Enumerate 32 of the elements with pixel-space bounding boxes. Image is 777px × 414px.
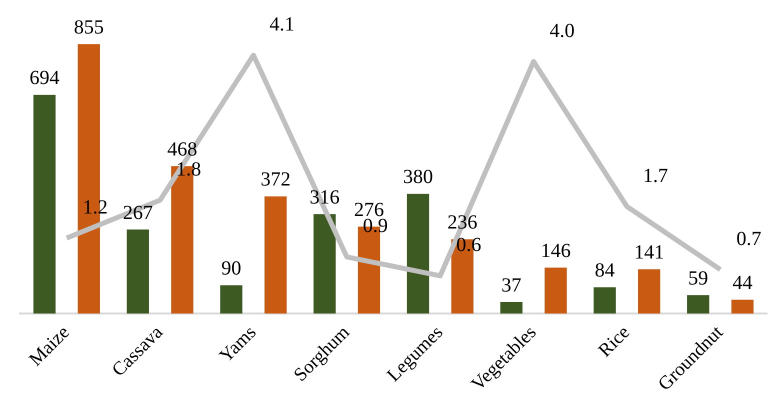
data-label: 4.1 xyxy=(269,13,294,36)
data-label: 855 xyxy=(74,16,104,38)
data-label: 694 xyxy=(30,67,60,90)
bar xyxy=(544,268,567,314)
bar xyxy=(314,214,336,314)
data-label: 372 xyxy=(260,168,291,191)
data-label: 146 xyxy=(540,240,571,262)
data-label: 380 xyxy=(403,166,434,188)
data-label: 4.0 xyxy=(550,20,575,42)
bar xyxy=(264,196,287,314)
bar xyxy=(500,302,522,314)
data-label: 59 xyxy=(688,267,708,290)
data-label: 267 xyxy=(122,202,153,224)
bar xyxy=(687,295,710,314)
data-label: 44 xyxy=(732,272,752,294)
data-label: 468 xyxy=(167,138,198,160)
bar xyxy=(594,287,616,314)
data-label: 141 xyxy=(634,241,664,264)
data-label: 90 xyxy=(221,258,242,280)
data-label: 236 xyxy=(447,212,478,234)
bar xyxy=(126,230,149,314)
data-label: 0.7 xyxy=(736,228,762,250)
bar xyxy=(731,300,754,314)
data-label: 1.7 xyxy=(642,164,668,187)
data-label: 37 xyxy=(501,274,522,296)
bar xyxy=(220,285,242,314)
data-label: 84 xyxy=(594,259,615,282)
bar xyxy=(406,194,430,314)
bar xyxy=(33,94,56,314)
data-label: 316 xyxy=(310,186,340,208)
x-tick-label: Rice xyxy=(594,322,634,362)
bar xyxy=(638,269,660,314)
